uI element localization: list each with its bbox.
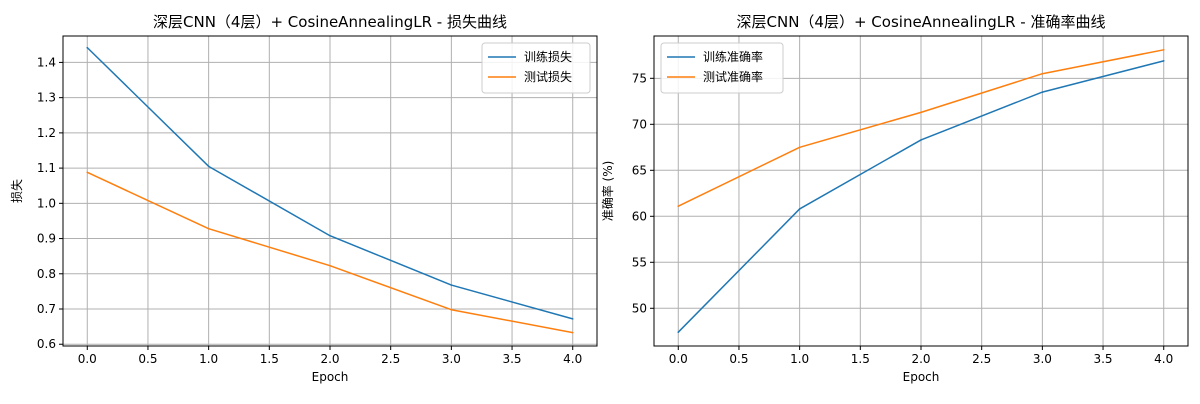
chart-2-y-tick-label: 50 [632,301,647,315]
chart-2-y-axis-label: 准确率 (%) [600,161,615,222]
chart-1-title: 深层CNN（4层）+ CosineAnnealingLR - 损失曲线 [153,13,507,31]
chart-2-y-tick-label: 55 [632,255,647,269]
chart-2-y-tick-label: 65 [632,163,647,177]
chart-1-x-tick-label: 0.5 [138,352,157,366]
chart-1-y-tick-label: 0.6 [37,337,56,351]
chart-2-x-tick-label: 2.0 [911,352,930,366]
chart-2-x-tick-label: 0.5 [729,352,748,366]
chart-1-legend-label-2: 测试损失 [524,69,572,84]
chart-2-x-tick-label: 1.5 [851,352,870,366]
chart-1-x-tick-label: 3.5 [502,352,521,366]
chart-2-x-tick-label: 3.0 [1033,352,1052,366]
chart-2-x-tick-label: 3.5 [1093,352,1112,366]
chart-1-x-tick-label: 4.0 [563,352,582,366]
chart-2-series-1-point [677,331,680,334]
chart-1-series-1-point [86,46,89,49]
chart-2-series-2-point [1162,48,1165,51]
chart-1-y-tick-label: 0.7 [37,302,56,316]
chart-1-y-tick-label: 1.3 [37,91,56,105]
chart-1-series-2-point [571,331,574,334]
chart-2-title: 深层CNN（4层）+ CosineAnnealingLR - 准确率曲线 [737,13,1106,31]
chart-1-y-axis-label: 损失 [9,179,24,203]
chart-2-series-1-point [920,139,922,141]
chart-1-series-1-point [571,318,574,320]
chart-1-legend-box [481,42,591,94]
chart-1-series-2-point [450,308,453,311]
chart-2-y-tick-label: 70 [632,117,647,131]
chart-1-x-tick-label: 0.0 [78,352,97,366]
chart-1-series-1-point [207,165,210,168]
chart-1-y-tick-label: 1.0 [37,196,56,210]
chart-1-series-2-point [207,227,210,230]
chart-1: 0.0 0.5 1.0 1.5 2.0 2.5 3.0 3.5 4.0 0.6 0.7 0.8 0.9 1… [9,13,598,384]
chart-2-x-axis-label: Epoch [903,370,940,384]
chart-2-legend-label-1: 训练准确率 [703,49,763,64]
chart-2-series-2-point [920,111,922,114]
chart-1-series-2-point [86,171,89,174]
chart-2-y-tick-label: 60 [632,209,647,223]
chart-2-y-tick-label: 75 [632,71,647,85]
chart-1-series-1-point [329,234,331,237]
chart-1-x-tick-label: 1.5 [260,352,279,366]
chart-2-x-tick-label: 2.5 [972,352,991,366]
chart-1-series-2-point [329,264,331,267]
chart-2-series-2-point [677,205,680,207]
chart-1-legend-label-1: 训练损失 [524,49,572,64]
chart-2-series-2-point [1041,72,1044,75]
chart-2-series-2-point [798,146,801,149]
chart-2-series-1-point [1041,91,1044,93]
chart-2-legend-box [660,42,784,94]
chart-1-y-tick-label: 0.9 [37,232,56,246]
chart-2: 0.0 0.5 1.0 1.5 2.0 2.5 3.0 3.5 4.0 50 55 60 65 70 75 深… [600,13,1189,384]
chart-2-series-1-point [798,208,801,210]
chart-1-y-tick-label: 0.8 [37,267,56,281]
chart-1-series-1-point [450,284,453,286]
chart-1-x-tick-label: 3.0 [442,352,461,366]
chart-2-x-tick-label: 0.0 [669,352,688,366]
chart-1-y-tick-label: 1.4 [37,55,56,69]
chart-2-legend-label-2: 测试准确率 [703,69,763,84]
chart-2-series-1-point [1162,60,1165,62]
chart-2-x-tick-label: 4.0 [1154,352,1173,366]
chart-1-x-tick-label: 2.5 [381,352,400,366]
chart-1-x-tick-label: 1.0 [199,352,218,366]
chart-1-y-tick-label: 1.1 [37,161,56,175]
chart-1-x-tick-label: 2.0 [320,352,339,366]
chart-2-x-tick-label: 1.0 [790,352,809,366]
chart-1-x-axis-label: Epoch [312,370,349,384]
chart-1-y-tick-label: 1.2 [37,126,56,140]
